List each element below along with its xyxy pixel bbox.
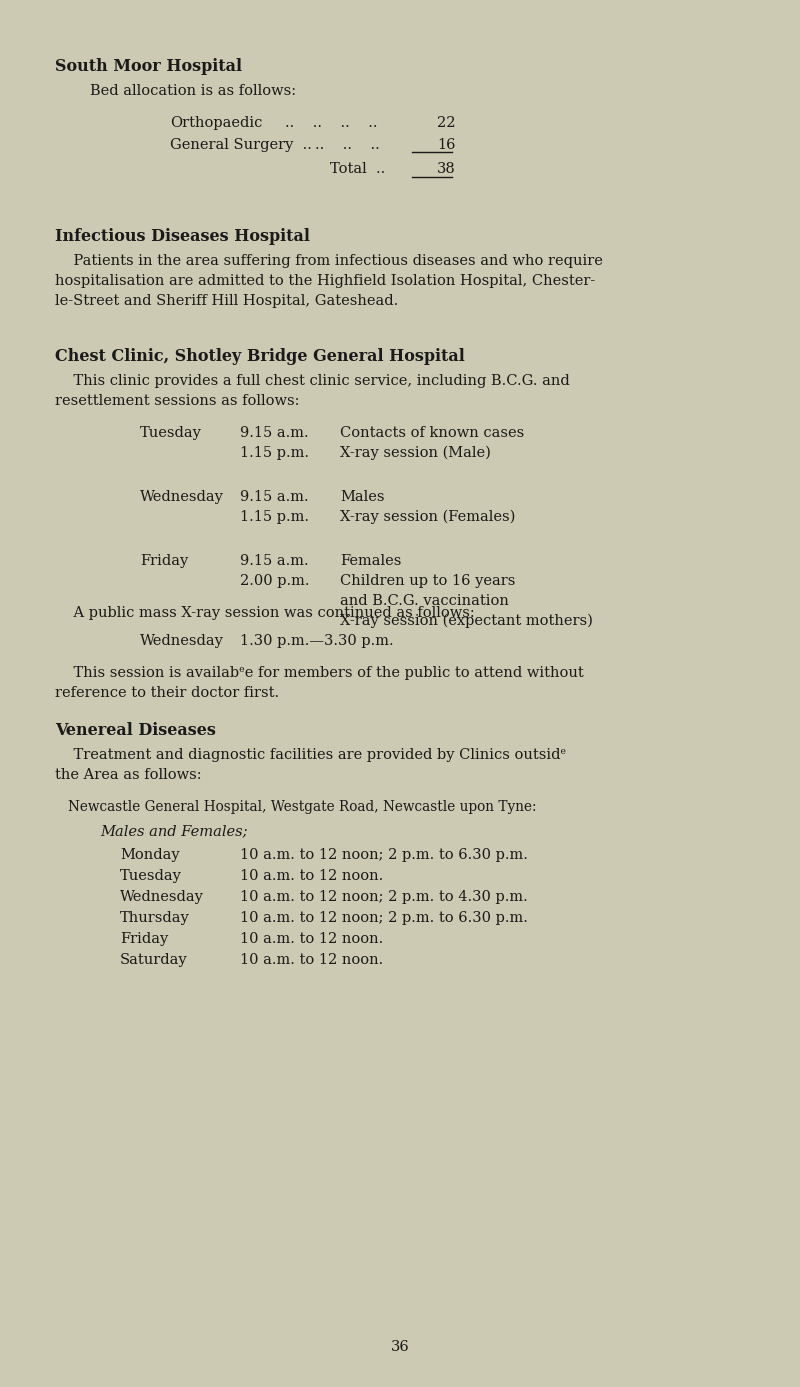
Text: This session is availabᵉe for members of the public to attend without: This session is availabᵉe for members of… — [55, 666, 584, 680]
Text: X-ray session (Male): X-ray session (Male) — [340, 447, 491, 460]
Text: Friday: Friday — [140, 553, 188, 569]
Text: Patients in the area suffering from infectious diseases and who require: Patients in the area suffering from infe… — [55, 254, 603, 268]
Text: 1.15 p.m.: 1.15 p.m. — [240, 447, 309, 460]
Text: Chest Clinic, Shotley Bridge General Hospital: Chest Clinic, Shotley Bridge General Hos… — [55, 348, 465, 365]
Text: Males and Females;: Males and Females; — [100, 824, 247, 838]
Text: Infectious Diseases Hospital: Infectious Diseases Hospital — [55, 227, 310, 245]
Text: reference to their doctor first.: reference to their doctor first. — [55, 687, 279, 700]
Text: 9.15 a.m.: 9.15 a.m. — [240, 426, 309, 440]
Text: le-Street and Sheriff Hill Hospital, Gateshead.: le-Street and Sheriff Hill Hospital, Gat… — [55, 294, 398, 308]
Text: 16: 16 — [437, 137, 455, 153]
Text: Venereal Diseases: Venereal Diseases — [55, 723, 216, 739]
Text: South Moor Hospital: South Moor Hospital — [55, 58, 242, 75]
Text: Tuesday: Tuesday — [120, 870, 182, 884]
Text: General Surgery  ..: General Surgery .. — [170, 137, 312, 153]
Text: 2.00 p.m.: 2.00 p.m. — [240, 574, 310, 588]
Text: and B.C.G. vaccination: and B.C.G. vaccination — [340, 594, 509, 608]
Text: 10 a.m. to 12 noon.: 10 a.m. to 12 noon. — [240, 932, 383, 946]
Text: Tuesday: Tuesday — [140, 426, 202, 440]
Text: Newcastle General Hospital, Westgate Road, Newcastle upon Tyne:: Newcastle General Hospital, Westgate Roa… — [68, 800, 537, 814]
Text: Females: Females — [340, 553, 402, 569]
Text: 10 a.m. to 12 noon; 2 p.m. to 6.30 p.m.: 10 a.m. to 12 noon; 2 p.m. to 6.30 p.m. — [240, 911, 528, 925]
Text: Friday: Friday — [120, 932, 168, 946]
Text: 9.15 a.m.: 9.15 a.m. — [240, 553, 309, 569]
Text: A public mass X-ray session was continued as follows:: A public mass X-ray session was continue… — [55, 606, 474, 620]
Text: 10 a.m. to 12 noon; 2 p.m. to 6.30 p.m.: 10 a.m. to 12 noon; 2 p.m. to 6.30 p.m. — [240, 847, 528, 861]
Text: Treatment and diagnostic facilities are provided by Clinics outsidᵉ: Treatment and diagnostic facilities are … — [55, 748, 566, 761]
Text: Contacts of known cases: Contacts of known cases — [340, 426, 524, 440]
Text: ..    ..    ..    ..: .. .. .. .. — [285, 117, 378, 130]
Text: hospitalisation are admitted to the Highfield Isolation Hospital, Chester-: hospitalisation are admitted to the High… — [55, 275, 595, 288]
Text: Saturday: Saturday — [120, 953, 188, 967]
Text: the Area as follows:: the Area as follows: — [55, 768, 202, 782]
Text: 38: 38 — [437, 162, 456, 176]
Text: Wednesday: Wednesday — [140, 490, 224, 503]
Text: Total  ..: Total .. — [330, 162, 386, 176]
Text: X-ray session (expectant mothers): X-ray session (expectant mothers) — [340, 614, 593, 628]
Text: Wednesday: Wednesday — [140, 634, 224, 648]
Text: 36: 36 — [390, 1340, 410, 1354]
Text: Monday: Monday — [120, 847, 180, 861]
Text: Bed allocation is as follows:: Bed allocation is as follows: — [90, 85, 296, 98]
Text: 22: 22 — [437, 117, 455, 130]
Text: 10 a.m. to 12 noon; 2 p.m. to 4.30 p.m.: 10 a.m. to 12 noon; 2 p.m. to 4.30 p.m. — [240, 890, 528, 904]
Text: 9.15 a.m.: 9.15 a.m. — [240, 490, 309, 503]
Text: ..    ..    ..: .. .. .. — [315, 137, 380, 153]
Text: X-ray session (Females): X-ray session (Females) — [340, 510, 515, 524]
Text: Orthopaedic: Orthopaedic — [170, 117, 262, 130]
Text: 1.30 p.m.—3.30 p.m.: 1.30 p.m.—3.30 p.m. — [240, 634, 394, 648]
Text: 10 a.m. to 12 noon.: 10 a.m. to 12 noon. — [240, 953, 383, 967]
Text: Males: Males — [340, 490, 385, 503]
Text: Thursday: Thursday — [120, 911, 190, 925]
Text: Wednesday: Wednesday — [120, 890, 204, 904]
Text: 1.15 p.m.: 1.15 p.m. — [240, 510, 309, 524]
Text: resettlement sessions as follows:: resettlement sessions as follows: — [55, 394, 299, 408]
Text: This clinic provides a full chest clinic service, including B.C.G. and: This clinic provides a full chest clinic… — [55, 374, 570, 388]
Text: 10 a.m. to 12 noon.: 10 a.m. to 12 noon. — [240, 870, 383, 884]
Text: Children up to 16 years: Children up to 16 years — [340, 574, 515, 588]
